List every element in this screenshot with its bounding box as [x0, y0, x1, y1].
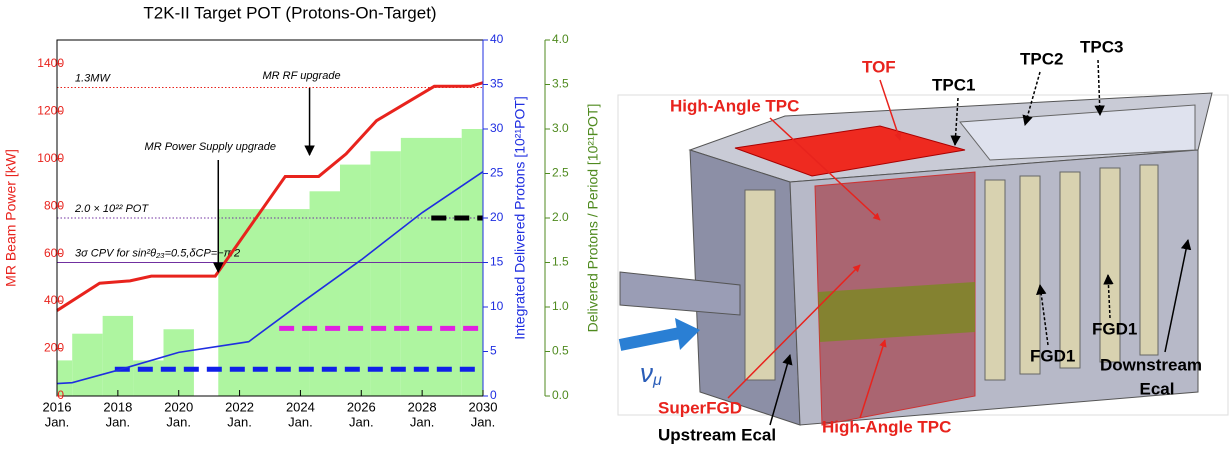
beam-label: νμ — [640, 358, 662, 389]
label-high-angle-tpc-bottom: High-Angle TPC — [822, 417, 951, 436]
x-tick-label: 2026 — [347, 399, 376, 414]
x-tick-sublabel: Jan. — [106, 414, 131, 429]
x-tick-sublabel: Jan. — [349, 414, 374, 429]
label-fgd1: FGD1 — [1092, 319, 1137, 338]
x-tick-label: 2020 — [164, 399, 193, 414]
label-fgd1: FGD1 — [1030, 346, 1075, 365]
y3-tick-label: 0.5 — [552, 344, 569, 358]
y-tick-label: 1000 — [37, 151, 64, 165]
y3-tick-label: 1.5 — [552, 255, 569, 269]
y3-tick-label: 0.0 — [552, 388, 569, 402]
label-tof: TOF — [862, 57, 896, 76]
y2-tick-label: 35 — [490, 77, 504, 91]
histogram-bar — [103, 316, 133, 396]
reference-label: 1.3MW — [75, 72, 111, 84]
beam-arrow — [620, 333, 680, 345]
beam-subscript: μ — [652, 372, 662, 389]
y-tick-label: 800 — [44, 198, 64, 212]
chart-title: T2K-II Target POT (Protons-On-Target) — [143, 3, 436, 22]
label-superfgd: SuperFGD — [658, 398, 742, 417]
x-tick-sublabel: Jan. — [45, 414, 70, 429]
reference-label: 2.0 × 10²² POT — [74, 203, 149, 215]
histogram-bar — [340, 165, 370, 396]
y-tick-label: 1400 — [37, 56, 64, 70]
y-tick-label: 1200 — [37, 103, 64, 117]
y-tick-label: 200 — [44, 341, 64, 355]
label-high-angle-tpc-top: High-Angle TPC — [670, 96, 799, 115]
page: T2K-II Target POT (Protons-On-Target) 1.… — [0, 0, 1231, 452]
x-tick-sublabel: Jan. — [227, 414, 252, 429]
x-tick-label: 2028 — [408, 399, 437, 414]
y-tick-label: 0 — [57, 388, 64, 402]
superfgd — [818, 282, 975, 342]
y3-tick-label: 1.0 — [552, 299, 569, 313]
beam-symbol: ν — [640, 358, 653, 388]
histogram-bar — [401, 138, 462, 396]
y2-tick-label: 5 — [490, 344, 497, 358]
annotation: MR RF upgrade — [263, 70, 341, 82]
y-axis-title: MR Beam Power [kW] — [3, 149, 19, 287]
y3-tick-label: 2.0 — [552, 210, 569, 224]
y2-tick-label: 40 — [490, 32, 504, 46]
x-tick-label: 2022 — [225, 399, 254, 414]
y3-tick-label: 4.0 — [552, 32, 569, 46]
beam-arrow-head — [675, 318, 700, 350]
y2-tick-label: 0 — [490, 388, 497, 402]
y2-tick-label: 30 — [490, 121, 504, 135]
label-upstream-ecal: Upstream Ecal — [658, 425, 776, 444]
y3-axis-title: Delivered Protons / Period [10²¹POT] — [585, 104, 601, 333]
detector-diagram: νμ TOF TPC1 TPC2 TPC3 High-Angle TPC Sup… — [618, 37, 1228, 444]
label-downstream: Downstream — [1100, 355, 1202, 374]
x-tick-label: 2024 — [286, 399, 315, 414]
x-tick-sublabel: Jan. — [288, 414, 313, 429]
reference-label: 3σ CPV for sin²θ₂₃=0.5,δCP=−π/2 — [75, 247, 240, 259]
label-tpc1: TPC1 — [932, 75, 975, 94]
y3-tick-label: 3.0 — [552, 121, 569, 135]
y-tick-label: 400 — [44, 293, 64, 307]
y2-tick-label: 10 — [490, 299, 504, 313]
histogram-bar — [370, 151, 400, 396]
label-ecal: Ecal — [1140, 379, 1175, 398]
y2-tick-label: 15 — [490, 255, 504, 269]
y3-tick-label: 3.5 — [552, 77, 569, 91]
y3-tick-label: 2.5 — [552, 166, 569, 180]
histogram-bar — [133, 360, 163, 396]
x-tick-sublabel: Jan. — [166, 414, 191, 429]
histogram-bar — [72, 334, 102, 396]
y-tick-label: 600 — [44, 246, 64, 260]
x-tick-label: 2018 — [103, 399, 132, 414]
histogram-bar — [164, 329, 194, 396]
y2-tick-label: 25 — [490, 166, 504, 180]
chart: T2K-II Target POT (Protons-On-Target) 1.… — [3, 3, 601, 429]
x-tick-sublabel: Jan. — [471, 414, 496, 429]
y2-axis-title: Integrated Delivered Protons [10²¹POT] — [512, 96, 528, 340]
annotation: MR Power Supply upgrade — [145, 141, 276, 153]
y2-tick-label: 20 — [490, 210, 504, 224]
x-tick-sublabel: Jan. — [410, 414, 435, 429]
label-tpc2: TPC2 — [1020, 49, 1063, 68]
label-tpc3: TPC3 — [1080, 37, 1123, 56]
